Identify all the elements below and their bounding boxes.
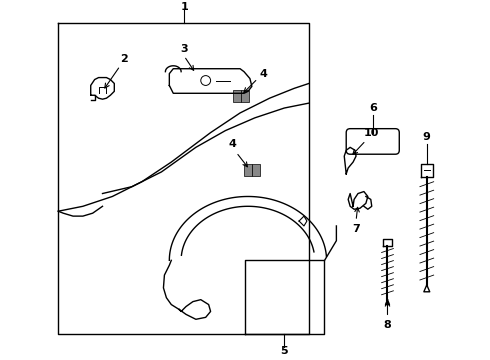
Text: 8: 8 — [384, 320, 392, 330]
Text: 7: 7 — [352, 224, 360, 234]
Text: 4: 4 — [228, 139, 236, 149]
Polygon shape — [244, 164, 252, 176]
Text: 4: 4 — [260, 69, 268, 78]
Polygon shape — [233, 90, 241, 102]
Text: 3: 3 — [180, 44, 188, 54]
Text: 10: 10 — [364, 127, 379, 138]
Text: 2: 2 — [120, 54, 128, 64]
Text: 5: 5 — [280, 346, 288, 356]
Text: 9: 9 — [423, 131, 431, 141]
Polygon shape — [241, 90, 249, 102]
Polygon shape — [252, 164, 260, 176]
Text: 6: 6 — [369, 103, 377, 113]
Text: 1: 1 — [180, 2, 188, 12]
